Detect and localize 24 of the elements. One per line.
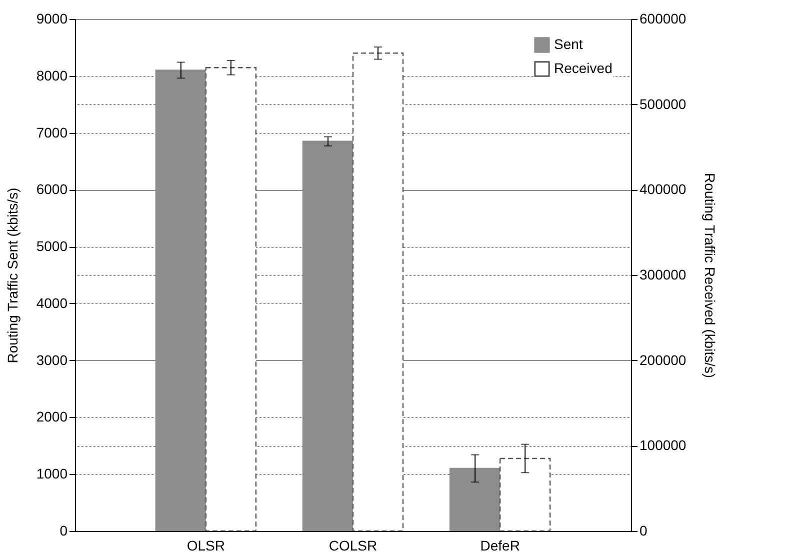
x-tick-label: DefeR xyxy=(480,538,520,554)
y-tick-label: 9000 xyxy=(36,10,68,26)
y2-tick-label: 0 xyxy=(640,522,648,538)
x-tick-label: COLSR xyxy=(328,538,378,554)
y-tick-label: 5000 xyxy=(36,238,68,254)
y2-axis-title: Routing Traffic Received (kbits/s) xyxy=(702,172,718,378)
y-tick-label: 0 xyxy=(60,522,68,538)
y-tick-label: 1000 xyxy=(36,466,68,482)
y2-tick-label: 400000 xyxy=(640,181,686,198)
y-tick-label: 8000 xyxy=(36,67,68,84)
y2-tick-label: 200000 xyxy=(640,352,686,368)
y-tick-label: 2000 xyxy=(36,408,68,425)
y-axis-title: Routing Traffic Sent (kbits/s) xyxy=(4,188,20,364)
y-tick-label: 3000 xyxy=(36,352,68,368)
y2-tick-label: 300000 xyxy=(640,266,686,282)
x-tick-label: OLSR xyxy=(186,538,225,554)
y2-tick-label: 500000 xyxy=(640,96,686,112)
y-tick-label: 6000 xyxy=(36,181,68,198)
y2-tick-label: 100000 xyxy=(640,437,686,454)
y2-tick-label: 600000 xyxy=(640,10,686,26)
legend-label: Received xyxy=(554,60,612,76)
y-tick-label: 4000 xyxy=(36,294,68,311)
legend-label: Sent xyxy=(554,36,583,52)
y-tick-label: 7000 xyxy=(36,124,68,140)
